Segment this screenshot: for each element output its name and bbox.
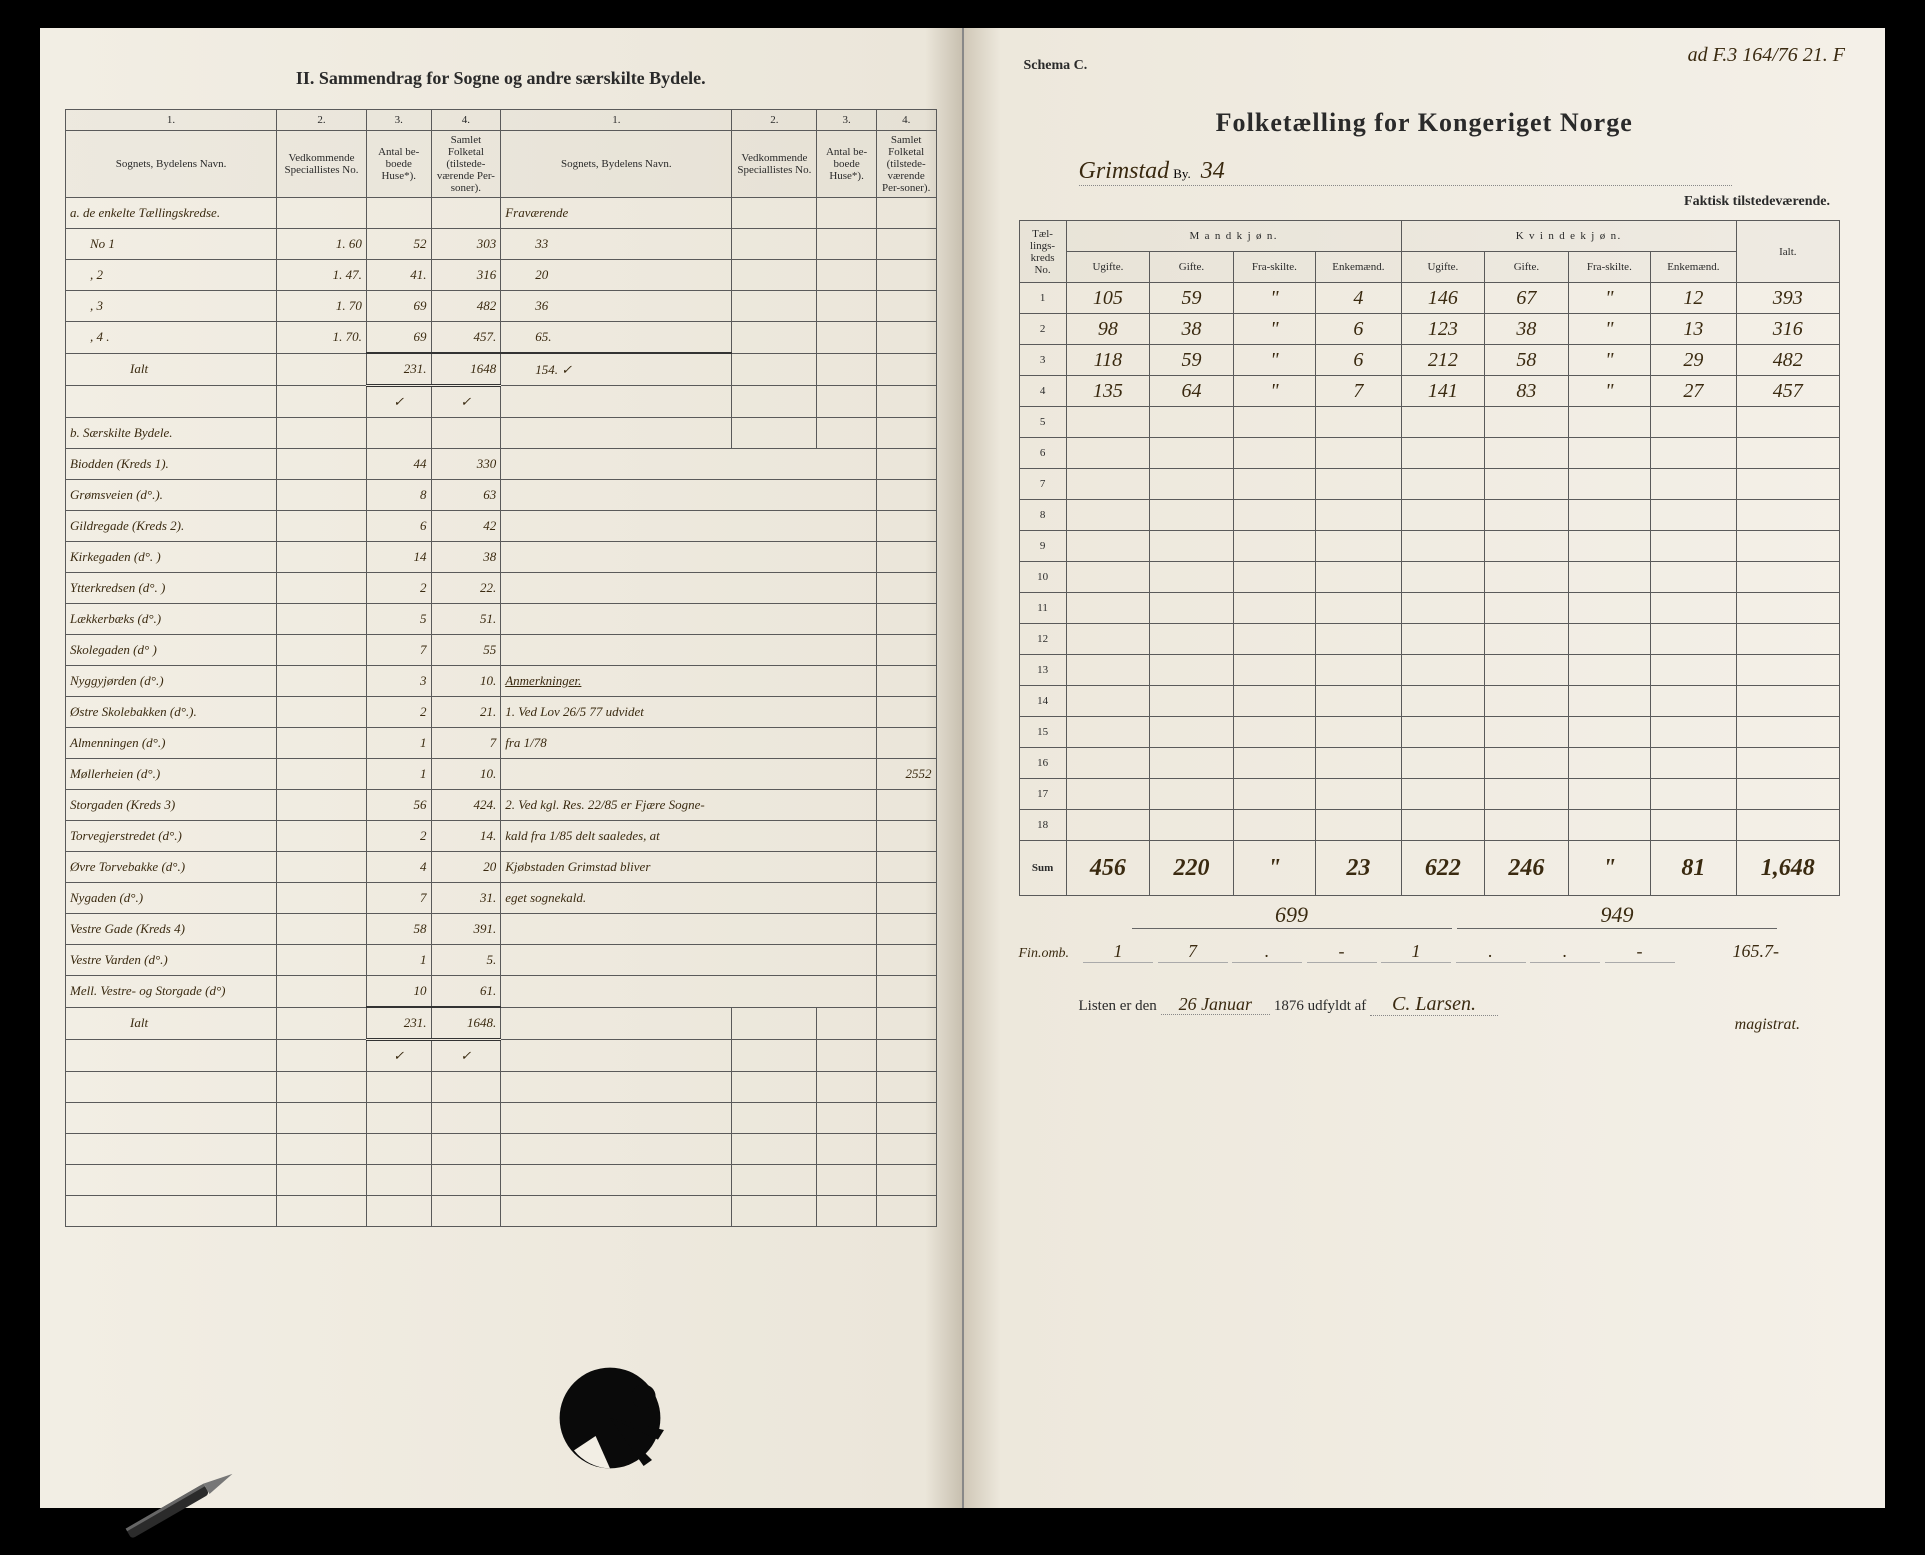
sub-sums: 699 949 [989,902,1861,929]
pen-icon [116,1451,245,1554]
table-row: 110559"414667"12393 [1019,283,1840,314]
table-row: , 31. 706948236 [66,291,937,322]
table-row: Skolegaden (d° )755 [66,635,937,666]
table-row: Sum456220"23622246"811,648 [1019,841,1840,896]
right-page: Schema C. ad F.3 164/76 21. F Folketælli… [964,28,1886,1508]
city-line: Grimstad By. 34 [1079,158,1733,186]
table-row: Ialt231.1648154. ✓ [66,353,937,386]
table-row: Nygaden (d°.)731.eget sognekald. [66,883,937,914]
header-row: Sognets, Bydelens Navn. Vedkommende Spec… [66,131,937,198]
table-row: 5 [1019,407,1840,438]
table-row: 6 [1019,438,1840,469]
table-row: Nyggyjørden (d°.)310.Anmerkninger. [66,666,937,697]
table-row: Ytterkredsen (d°. )222. [66,573,937,604]
table-row: No 11. 605230333 [66,229,937,260]
left-title: II. Sammendrag for Sogne og andre særski… [65,68,937,89]
table-row: Almenningen (d°.)17fra 1/78 [66,728,937,759]
table-row: Kirkegaden (d°. )1438 [66,542,937,573]
table-row: Vestre Varden (d°.)15. [66,945,937,976]
table-row: Vestre Gade (Kreds 4)58391. [66,914,937,945]
table-row: 9 [1019,531,1840,562]
table-row: ✓✓ [66,1040,937,1072]
table-row: ✓✓ [66,386,937,418]
table-row: Ialt231.1648. [66,1007,937,1040]
ink-blot [550,1358,670,1478]
table-row: 8 [1019,500,1840,531]
table-row: Biodden (Kreds 1).44330 [66,449,937,480]
table-row: 13 [1019,655,1840,686]
city-name: Grimstad [1079,158,1170,184]
colnum-row: 1. 2. 3. 4. 1. 2. 3. 4. [66,110,937,131]
right-ledger: Tæl-lings-kreds No. M a n d k j ø n. K v… [1019,220,1841,896]
table-row [66,1165,937,1196]
table-row: Storgaden (Kreds 3)56424.2. Ved kgl. Res… [66,790,937,821]
table-row [66,1103,937,1134]
sub-header-row: Ugifte. Gifte. Fra-skilte. Enkemænd. Ugi… [1019,252,1840,283]
table-row: Lækkerbæks (d°.)551. [66,604,937,635]
left-page: II. Sammendrag for Sogne og andre særski… [40,28,964,1508]
table-row: 311859"621258"29482 [1019,345,1840,376]
right-title: Folketælling for Kongeriget Norge [989,108,1861,138]
faktisk-label: Faktisk tilstedeværende. [989,194,1831,210]
table-row: Grømsveien (d°.).863 [66,480,937,511]
table-row [66,1134,937,1165]
finomb-row: Fin.omb. 1 7 . - 1 . . - 165.7- [1019,941,1841,963]
table-row [66,1072,937,1103]
table-row: 11 [1019,593,1840,624]
city-number: 34 [1201,158,1225,184]
table-row: 413564"714183"27457 [1019,376,1840,407]
table-row: Møllerheien (d°.)110.2552 [66,759,937,790]
table-row: 14 [1019,686,1840,717]
table-row: 10 [1019,562,1840,593]
table-row: , 21. 47.41.31620 [66,260,937,291]
table-row: Torvegjerstredet (d°.)214.kald fra 1/85 … [66,821,937,852]
table-row: a. de enkelte Tællingskredse.Fraværende [66,198,937,229]
table-row: Østre Skolebakken (d°.).221.1. Ved Lov 2… [66,697,937,728]
table-row: , 4 .1. 70.69457.65. [66,322,937,354]
table-row: b. Særskilte Bydele. [66,418,937,449]
table-row: 7 [1019,469,1840,500]
table-row: Gildregade (Kreds 2).642 [66,511,937,542]
left-ledger: 1. 2. 3. 4. 1. 2. 3. 4. Sognets, Bydelen… [65,109,937,1227]
table-row: 17 [1019,779,1840,810]
footer-line: Listen er den 26 Januar 1876 udfyldt af … [1079,993,1861,1034]
table-row: 18 [1019,810,1840,841]
table-row: 16 [1019,748,1840,779]
schema-label: Schema C. [1024,58,1088,74]
table-row: 29838"612338"13316 [1019,314,1840,345]
table-row: Øvre Torvebakke (d°.)420Kjøbstaden Grims… [66,852,937,883]
by-label: By. [1173,166,1191,181]
group-header-row: Tæl-lings-kreds No. M a n d k j ø n. K v… [1019,221,1840,252]
table-row [66,1196,937,1227]
table-row: 15 [1019,717,1840,748]
census-book-spread: II. Sammendrag for Sogne og andre særski… [40,28,1885,1508]
table-row: 12 [1019,624,1840,655]
corner-note: ad F.3 164/76 21. F [1688,44,1845,67]
table-row: Mell. Vestre- og Storgade (d°)1061. [66,976,937,1008]
